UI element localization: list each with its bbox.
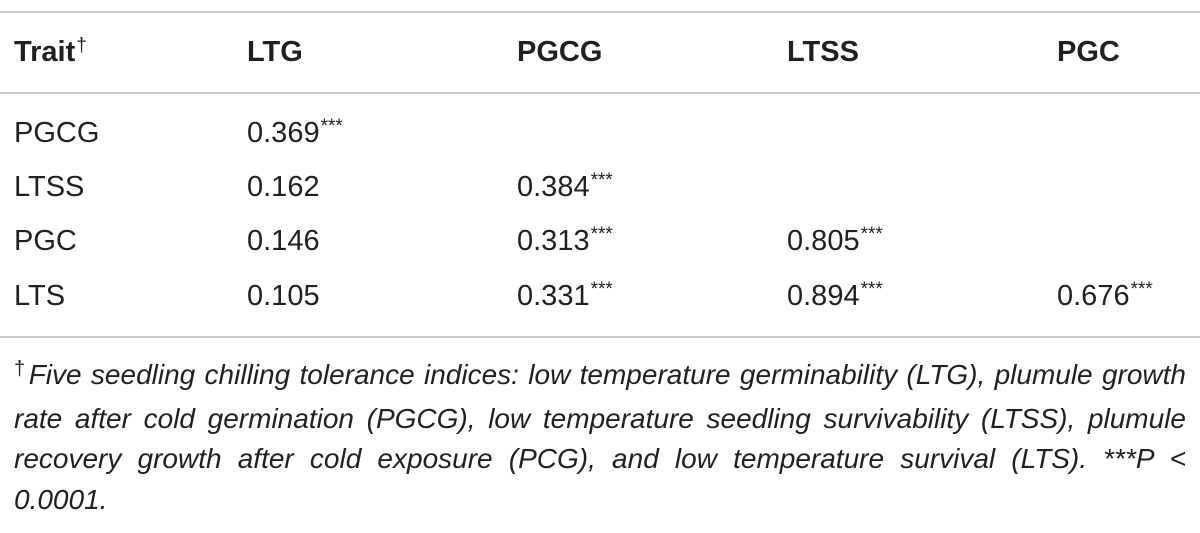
table-cell-mark: *** (860, 224, 883, 245)
table-cell-mark: *** (860, 279, 883, 300)
footnote: †Five seedling chilling tolerance indice… (14, 355, 1186, 520)
table-cell-text: 0.313 (517, 225, 590, 257)
top-rule (0, 11, 1200, 13)
header-cell-text: PGCG (517, 36, 603, 68)
footnote-mark: † (14, 358, 27, 380)
table-cell: 0.313*** (517, 224, 613, 262)
table-cell: 0.894*** (787, 279, 883, 317)
table-cell-text: 0.676 (1057, 280, 1130, 312)
table-cell: 0.676*** (1057, 279, 1153, 317)
table-cell-text: 0.331 (517, 280, 590, 312)
table-cell-mark: *** (590, 224, 613, 245)
table-cell: PGCG (14, 116, 99, 150)
table-cell-text: PGC (14, 225, 77, 257)
table-cell-text: 0.805 (787, 225, 860, 257)
header-cell: PGC (1057, 35, 1120, 69)
table-cell: 0.162 (247, 170, 320, 204)
table-cell-text: 0.369 (247, 117, 320, 149)
header-cell: LTSS (787, 35, 859, 69)
header-cell-mark: † (76, 35, 87, 56)
table-cell: LTS (14, 279, 65, 313)
table-cell: 0.805*** (787, 224, 883, 262)
table-cell-text: LTS (14, 280, 66, 312)
table-cell-text: PGCG (14, 117, 100, 149)
table-cell-text: LTSS (14, 171, 85, 203)
header-cell-text: PGC (1057, 36, 1120, 68)
table-cell-mark: *** (1130, 279, 1153, 300)
table-cell: 0.384*** (517, 170, 613, 208)
header-cell: LTG (247, 35, 303, 69)
header-cell: Trait† (14, 35, 87, 73)
table-cell-text: 0.146 (247, 225, 320, 257)
table-cell-text: 0.384 (517, 171, 590, 203)
header-cell: PGCG (517, 35, 602, 69)
table-cell: 0.369*** (247, 116, 343, 154)
table-cell: 0.331*** (517, 279, 613, 317)
bottom-rule (0, 336, 1200, 338)
header-cell-text: LTSS (787, 36, 859, 68)
header-cell-text: Trait (14, 36, 76, 68)
table-cell: 0.146 (247, 224, 320, 258)
header-rule (0, 92, 1200, 94)
table-cell-mark: *** (590, 279, 613, 300)
table-cell-text: 0.894 (787, 280, 860, 312)
footnote-text: Five seedling chilling tolerance indices… (14, 359, 1187, 515)
table-cell-text: 0.162 (247, 171, 320, 203)
table-cell: PGC (14, 224, 77, 258)
header-cell-text: LTG (247, 36, 303, 68)
table-cell: LTSS (14, 170, 84, 204)
table-cell-mark: *** (590, 170, 613, 191)
table-cell-mark: *** (320, 116, 343, 137)
table-cell-text: 0.105 (247, 280, 320, 312)
table-cell: 0.105 (247, 279, 320, 313)
